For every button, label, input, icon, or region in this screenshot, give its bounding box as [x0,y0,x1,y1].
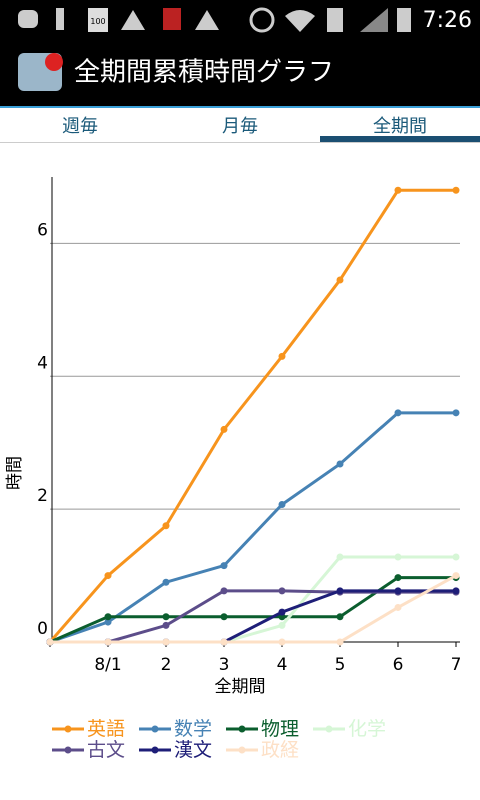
clock: 7:26 [423,8,472,33]
point [394,574,402,582]
point [452,587,460,595]
point [278,638,286,646]
point [452,572,460,580]
icon [285,10,315,32]
legend-dot [238,725,246,733]
legend-dot [151,746,159,754]
point [336,460,344,468]
point [336,276,344,284]
status-bar: 100 7:26 [0,0,480,38]
icon [163,8,181,30]
icon [397,8,411,32]
point [336,613,344,621]
icon [121,10,145,30]
point [336,587,344,595]
point [394,553,402,561]
series-line [50,555,456,644]
app-icon [45,53,63,71]
point [46,638,54,646]
point [220,425,228,433]
legend-label: 古文 [87,739,125,761]
legend-label: 政経 [261,739,299,761]
point [394,587,402,595]
app-bar: 全期間累積時間グラフ [0,38,480,106]
point [220,587,228,595]
point [104,618,112,626]
x-axis-label: 全期間 [215,677,266,697]
series-line [48,188,456,643]
legend-dot [64,746,72,754]
point [104,638,112,646]
tab[interactable]: 週毎 [62,116,98,137]
legend-label: 漢文 [174,739,212,761]
legend-dot [151,725,159,733]
legend-dot [64,725,72,733]
point [162,613,170,621]
point [394,409,402,417]
point [162,578,170,586]
y-tick-label: 0 [37,619,48,639]
point [278,587,286,595]
tab[interactable]: 月毎 [222,116,258,137]
point [162,621,170,629]
point [220,613,228,621]
point [336,638,344,646]
legend-dot [238,746,246,754]
point [278,500,286,508]
y-axis-label: 時間 [5,456,25,490]
y-tick-label: 2 [37,486,48,506]
tab-indicator [320,136,480,142]
point [394,186,402,194]
x-tick-label: 6 [393,655,404,675]
point [278,621,286,629]
tab[interactable]: 全期間 [373,116,427,137]
app-bar-content: 全期間累積時間グラフ [18,53,334,91]
point [452,409,460,417]
point [104,572,112,580]
point [278,352,286,360]
icon [18,10,38,28]
point [104,613,112,621]
icon [195,10,219,30]
point [162,522,170,530]
series-line [50,574,457,644]
point [452,186,460,194]
point [278,608,286,616]
legend-dot [325,725,333,733]
status-icons: 100 7:26 [18,7,472,33]
app-title: 全期間累積時間グラフ [74,58,334,88]
icon [56,8,64,30]
x-tick-label: 8/1 [94,655,121,675]
x-tick-label: 7 [451,655,462,675]
series-line [49,576,456,644]
point [452,553,460,561]
icon [360,8,388,32]
y-tick-label: 4 [37,353,48,373]
legend-label: 英語 [87,718,125,740]
icon [249,7,275,33]
battery-icon [88,8,108,32]
x-tick-label: 3 [219,655,230,675]
legend-label: 化学 [348,718,386,740]
legend-label: 数学 [174,718,212,740]
battery-text: 100 [90,17,105,26]
x-tick-label: 5 [335,655,346,675]
point [394,603,402,611]
x-tick-label: 2 [161,655,172,675]
point [162,638,170,646]
point [336,553,344,561]
tab-bar: 週毎 月毎 全期間 [0,106,480,143]
icon [327,8,343,32]
y-tick-label: 6 [37,220,48,240]
x-tick-label: 4 [277,655,288,675]
point [220,638,228,646]
legend-label: 物理 [261,718,299,740]
point [220,562,228,570]
